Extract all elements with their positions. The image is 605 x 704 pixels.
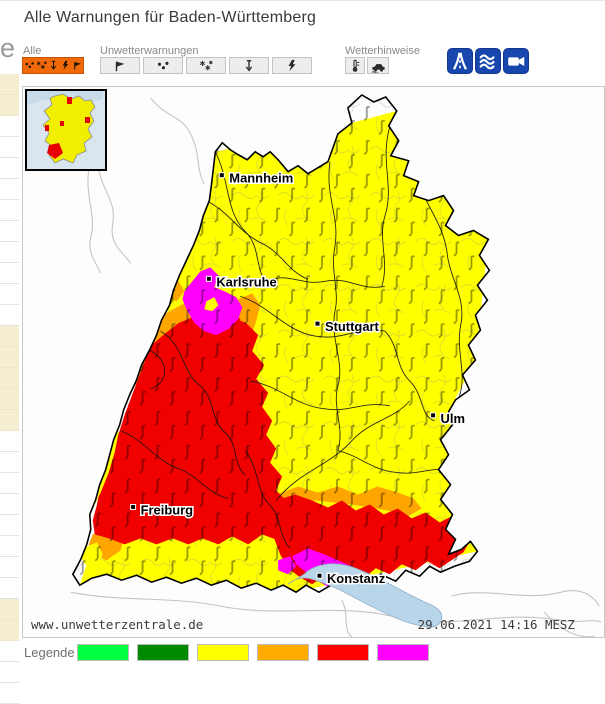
page-title: Alle Warnungen für Baden-Württemberg bbox=[24, 9, 317, 26]
schneefall-button[interactable] bbox=[186, 57, 226, 74]
sidebar-row bbox=[0, 515, 19, 536]
alle-warnungen-button[interactable] bbox=[22, 57, 84, 74]
sidebar-row bbox=[0, 473, 19, 494]
waves-icon bbox=[477, 50, 499, 72]
germany-overview-map[interactable] bbox=[25, 89, 107, 171]
group-label-unwetterwarnungen: Unwetterwarnungen bbox=[100, 45, 199, 57]
sturm-button[interactable] bbox=[100, 57, 140, 74]
snow-icon bbox=[36, 59, 47, 72]
city-label: Karlsruhe bbox=[216, 274, 276, 289]
thermometer-icon bbox=[348, 59, 362, 73]
legend-level-6 bbox=[377, 644, 429, 661]
snow-icon bbox=[199, 59, 213, 73]
slippery-car-icon bbox=[371, 58, 386, 73]
sidebar-row bbox=[0, 179, 19, 200]
verkehrslage-button[interactable] bbox=[447, 48, 473, 74]
sidebar-row bbox=[0, 641, 19, 662]
sidebar-clipped-text: e bbox=[0, 33, 16, 63]
sidebar-row bbox=[0, 536, 19, 557]
frost-button[interactable] bbox=[345, 57, 365, 74]
city-label: Freiburg bbox=[141, 502, 194, 517]
sidebar-row bbox=[0, 368, 19, 389]
city-label: Mannheim bbox=[229, 171, 293, 186]
sidebar-row bbox=[0, 347, 19, 368]
rain-icon bbox=[156, 59, 170, 73]
sidebar-row bbox=[0, 116, 19, 137]
city-labels: Mannheim Karlsruhe Stuttgart Ulm Freibur… bbox=[130, 169, 467, 588]
thunderstorm-icon bbox=[285, 59, 299, 73]
watermark: www.unwetterzentrale.de bbox=[31, 617, 203, 632]
autobahn-icon bbox=[449, 50, 471, 72]
sidebar-row bbox=[0, 200, 19, 221]
sidebar-row bbox=[0, 74, 19, 95]
sidebar-row bbox=[0, 326, 19, 347]
sidebar-row bbox=[0, 431, 19, 452]
group-label-wetterhinweise: Wetterhinweise bbox=[345, 45, 420, 57]
city-marker bbox=[218, 172, 225, 179]
city-label: Ulm bbox=[441, 411, 465, 426]
storm-icon bbox=[113, 59, 127, 73]
legend-level-5 bbox=[317, 644, 369, 661]
sidebar-row bbox=[0, 494, 19, 515]
sidebar-row bbox=[0, 578, 19, 599]
city-label: Stuttgart bbox=[325, 319, 380, 334]
sidebar-row bbox=[0, 137, 19, 158]
thunderstorm-icon bbox=[60, 59, 71, 72]
state-outline bbox=[71, 93, 491, 594]
city-marker bbox=[430, 412, 437, 419]
legend-label: Legende bbox=[24, 645, 75, 660]
sidebar-row bbox=[0, 410, 19, 431]
sidebar-row bbox=[0, 158, 19, 179]
storm-icon bbox=[72, 59, 83, 72]
gewitter-button[interactable] bbox=[272, 57, 312, 74]
sidebar-row bbox=[0, 242, 19, 263]
video-camera-icon bbox=[505, 50, 527, 72]
timestamp: 29.06.2021 14:16 MESZ bbox=[418, 617, 576, 632]
wasserstand-button[interactable] bbox=[475, 48, 501, 74]
overview-red-areas bbox=[45, 97, 90, 159]
sidebar-row bbox=[0, 221, 19, 242]
sidebar-row bbox=[0, 599, 19, 620]
sidebar-row bbox=[0, 284, 19, 305]
webcam-button[interactable] bbox=[503, 48, 529, 74]
lake-constance bbox=[287, 563, 443, 628]
starkregen-button[interactable] bbox=[143, 57, 183, 74]
sidebar-row bbox=[0, 620, 19, 641]
city-marker bbox=[205, 275, 212, 282]
rain-icon bbox=[24, 59, 35, 72]
city-label: Konstanz bbox=[327, 571, 385, 586]
city-marker bbox=[314, 320, 321, 327]
legend-level-1 bbox=[77, 644, 129, 661]
city-marker bbox=[316, 572, 323, 579]
sidebar-row bbox=[0, 662, 19, 683]
sidebar-row bbox=[0, 557, 19, 578]
group-label-alle: Alle bbox=[23, 45, 42, 57]
temperatursturz-button[interactable] bbox=[229, 57, 269, 74]
sidebar-row bbox=[0, 263, 19, 284]
legend-level-2 bbox=[137, 644, 189, 661]
legend-level-4 bbox=[257, 644, 309, 661]
legend-level-3 bbox=[197, 644, 249, 661]
warning-map[interactable]: Mannheim Karlsruhe Stuttgart Ulm Freibur… bbox=[22, 86, 605, 638]
glaette-button[interactable] bbox=[367, 57, 389, 74]
city-marker bbox=[130, 503, 137, 510]
sidebar-row bbox=[0, 683, 19, 704]
sidebar-row bbox=[0, 389, 19, 410]
sidebar-row bbox=[0, 305, 19, 326]
temperature-drop-icon bbox=[48, 59, 59, 72]
sidebar-row bbox=[0, 452, 19, 473]
sidebar-row bbox=[0, 95, 19, 116]
outside-borders bbox=[70, 97, 602, 637]
temperature-drop-icon bbox=[242, 59, 256, 73]
sidebar-rows bbox=[0, 74, 19, 704]
